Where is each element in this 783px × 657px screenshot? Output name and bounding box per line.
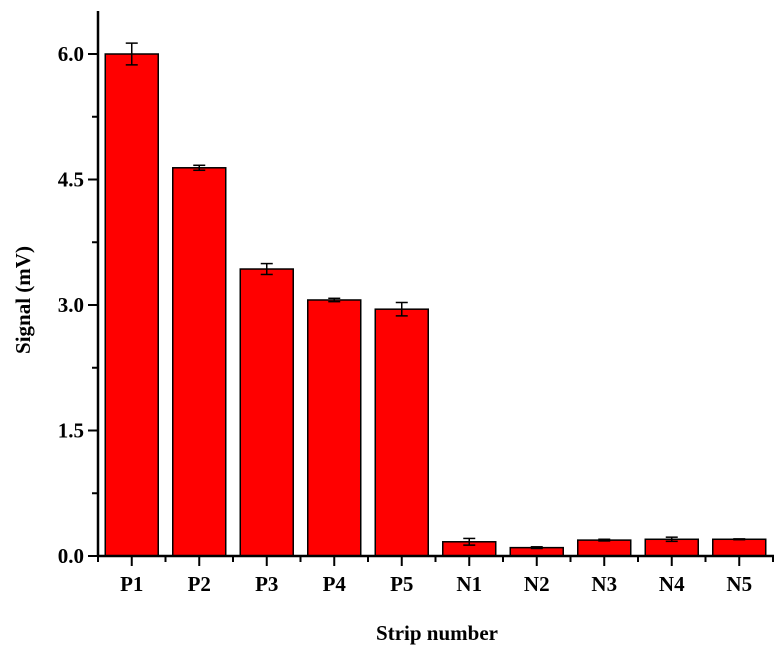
- bar-p3: [239, 268, 294, 557]
- y-ticks-group: 0.0 1.5 3.0 4.5 6.0: [58, 42, 98, 568]
- error-bar-p1: [125, 42, 138, 66]
- bar-p4: [307, 299, 362, 557]
- bar-n3: [577, 539, 632, 557]
- bar-p2: [172, 167, 227, 557]
- error-bar-n2: [530, 546, 543, 550]
- error-bar-n5: [733, 538, 746, 541]
- y-tick-label: 6.0: [58, 42, 84, 66]
- x-tick-label-n4: N4: [659, 572, 685, 596]
- y-tick-label: 3.0: [58, 293, 84, 317]
- error-bar-p4: [328, 297, 341, 303]
- x-tick-label-n1: N1: [456, 572, 482, 596]
- error-bar-n4: [665, 536, 678, 543]
- x-ticks-group: P1 P2 P3 P4 P5 N1 N2 N3 N4 N5: [97, 556, 774, 596]
- x-tick-label-p2: P2: [188, 572, 211, 596]
- error-bar-n3: [598, 538, 611, 542]
- x-tick-label-p3: P3: [255, 572, 278, 596]
- error-bar-n1: [463, 537, 476, 546]
- bar-n5: [712, 538, 767, 557]
- x-tick-label-p1: P1: [120, 572, 143, 596]
- bars-group: [104, 53, 767, 557]
- x-tick-label-n2: N2: [524, 572, 550, 596]
- x-axis-title: Strip number: [376, 621, 498, 645]
- x-tick-label-n5: N5: [726, 572, 752, 596]
- y-tick-label: 1.5: [58, 419, 84, 443]
- bar-p1: [104, 53, 159, 557]
- error-bars-group: [125, 42, 746, 550]
- error-bar-p3: [260, 262, 273, 276]
- bar-p5: [374, 308, 429, 557]
- error-bar-p2: [193, 164, 206, 172]
- y-axis-title: Signal (mV): [11, 246, 35, 354]
- x-tick-label-p5: P5: [390, 572, 413, 596]
- y-tick-label: 0.0: [58, 544, 84, 568]
- x-tick-label-n3: N3: [591, 572, 617, 596]
- x-tick-label-p4: P4: [323, 572, 347, 596]
- y-tick-label: 4.5: [58, 168, 84, 192]
- error-bar-p5: [395, 301, 408, 317]
